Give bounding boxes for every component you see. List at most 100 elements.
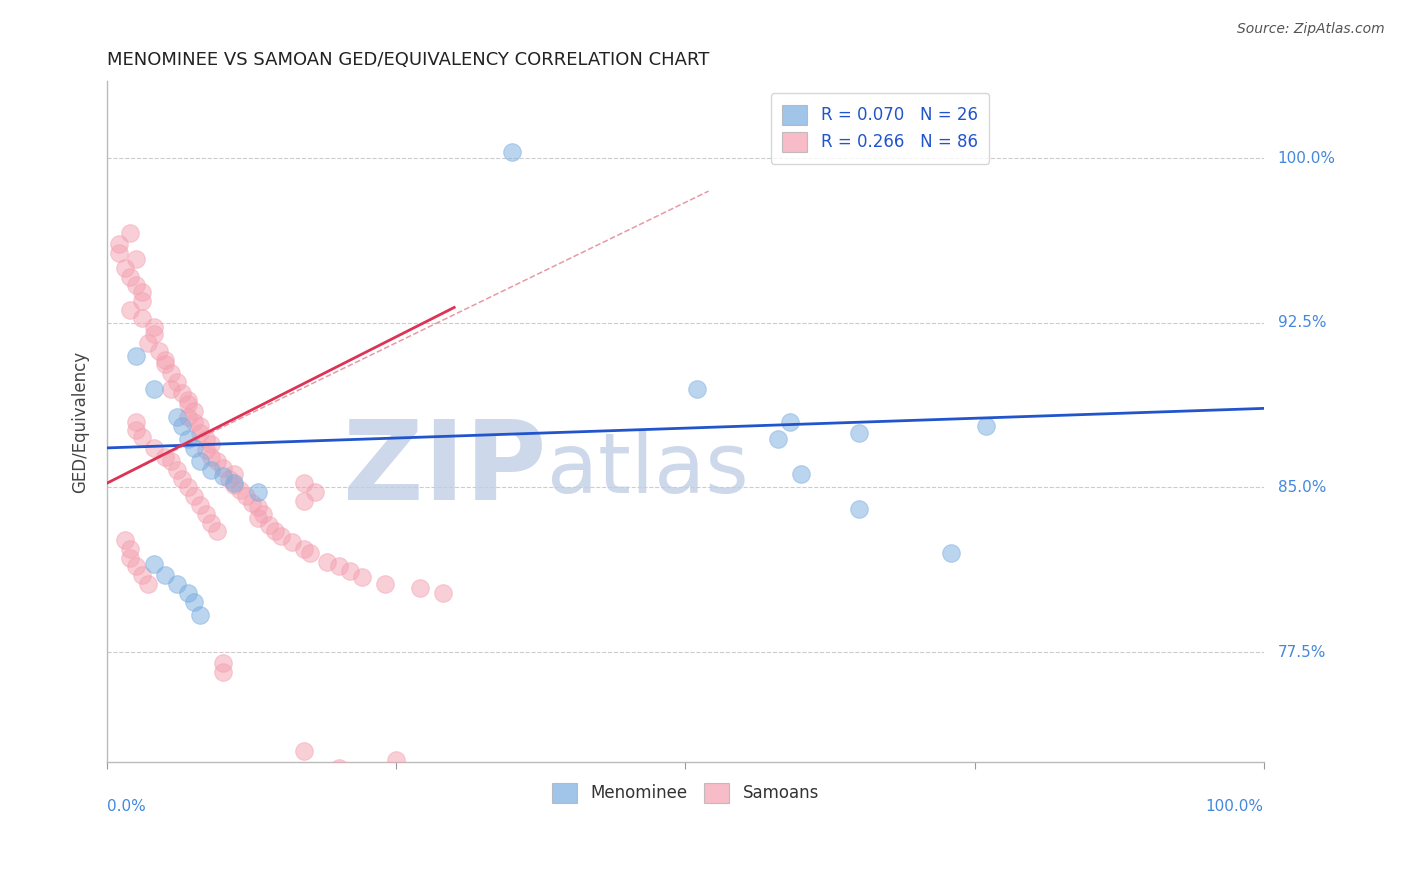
Point	[686, 382, 709, 396]
Point	[120, 226, 142, 240]
Point	[224, 476, 246, 491]
Point	[194, 507, 217, 521]
Point	[142, 326, 165, 341]
Point	[385, 753, 408, 767]
Point	[153, 450, 176, 464]
Text: 85.0%: 85.0%	[1278, 480, 1326, 495]
Point	[142, 320, 165, 334]
Point	[148, 344, 170, 359]
Point	[264, 524, 287, 539]
Point	[166, 410, 188, 425]
Point	[131, 568, 153, 582]
Point	[205, 454, 228, 468]
Point	[246, 500, 269, 515]
Point	[339, 564, 361, 578]
Text: 100.0%: 100.0%	[1206, 799, 1264, 814]
Point	[120, 550, 142, 565]
Point	[160, 382, 183, 396]
Point	[200, 463, 222, 477]
Text: 77.5%: 77.5%	[1278, 645, 1326, 659]
Point	[188, 425, 211, 440]
Point	[177, 480, 200, 494]
Point	[941, 546, 963, 560]
Point	[188, 607, 211, 622]
Text: Source: ZipAtlas.com: Source: ZipAtlas.com	[1237, 22, 1385, 37]
Point	[292, 744, 315, 758]
Point	[779, 415, 801, 429]
Point	[212, 460, 235, 475]
Point	[177, 586, 200, 600]
Point	[974, 419, 997, 434]
Point	[177, 432, 200, 446]
Point	[172, 472, 194, 486]
Point	[205, 524, 228, 539]
Point	[200, 436, 222, 450]
Point	[188, 419, 211, 434]
Point	[172, 386, 194, 401]
Point	[328, 559, 350, 574]
Point	[848, 425, 870, 440]
Text: 0.0%: 0.0%	[107, 799, 146, 814]
Point	[172, 419, 194, 434]
Point	[188, 454, 211, 468]
Point	[142, 382, 165, 396]
Point	[120, 541, 142, 556]
Point	[235, 489, 257, 503]
Point	[292, 493, 315, 508]
Y-axis label: GED/Equivalency: GED/Equivalency	[72, 351, 89, 492]
Point	[229, 483, 252, 497]
Point	[408, 582, 430, 596]
Point	[125, 423, 148, 437]
Point	[374, 577, 396, 591]
Text: 100.0%: 100.0%	[1278, 151, 1336, 166]
Text: ZIP: ZIP	[343, 416, 547, 523]
Point	[166, 577, 188, 591]
Point	[848, 502, 870, 516]
Point	[153, 358, 176, 372]
Point	[292, 774, 315, 789]
Point	[142, 558, 165, 572]
Point	[194, 443, 217, 458]
Point	[298, 546, 321, 560]
Point	[125, 252, 148, 267]
Point	[153, 353, 176, 368]
Point	[131, 430, 153, 444]
Point	[212, 469, 235, 483]
Point	[183, 403, 205, 417]
Point	[350, 570, 373, 584]
Point	[108, 236, 131, 251]
Point	[246, 511, 269, 525]
Point	[125, 415, 148, 429]
Point	[257, 517, 280, 532]
Point	[183, 415, 205, 429]
Point	[252, 507, 274, 521]
Point	[316, 555, 339, 569]
Point	[125, 349, 148, 363]
Point	[224, 478, 246, 492]
Point	[183, 441, 205, 455]
Point	[120, 269, 142, 284]
Text: MENOMINEE VS SAMOAN GED/EQUIVALENCY CORRELATION CHART: MENOMINEE VS SAMOAN GED/EQUIVALENCY CORR…	[107, 51, 710, 69]
Point	[292, 476, 315, 491]
Point	[270, 529, 292, 543]
Point	[304, 484, 326, 499]
Point	[766, 432, 789, 446]
Point	[114, 533, 136, 547]
Point	[292, 541, 315, 556]
Point	[136, 577, 159, 591]
Point	[142, 441, 165, 455]
Point	[183, 594, 205, 608]
Point	[790, 467, 813, 482]
Point	[188, 498, 211, 512]
Point	[125, 559, 148, 574]
Point	[194, 432, 217, 446]
Text: atlas: atlas	[547, 429, 748, 509]
Point	[218, 472, 240, 486]
Point	[160, 454, 183, 468]
Point	[183, 489, 205, 503]
Point	[200, 516, 222, 530]
Point	[350, 783, 373, 797]
Point	[240, 496, 263, 510]
Legend: Menominee, Samoans: Menominee, Samoans	[544, 774, 827, 812]
Point	[131, 293, 153, 308]
